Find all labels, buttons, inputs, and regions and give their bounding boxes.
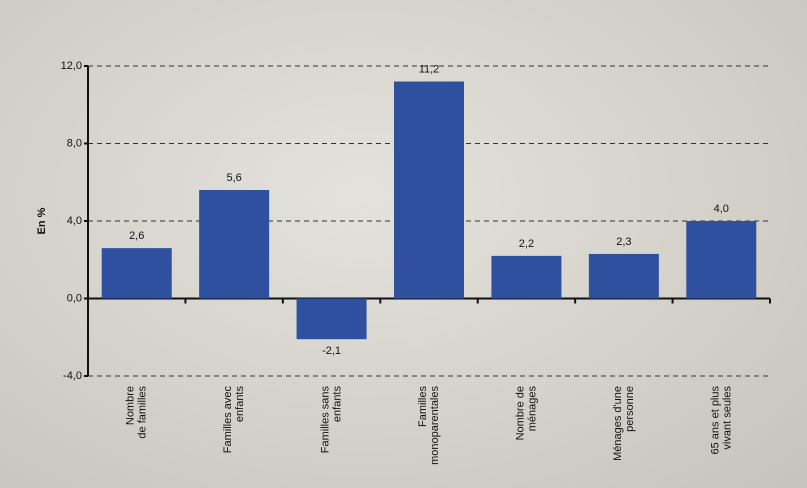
bar <box>394 81 464 299</box>
x-tick-label: Nombre deménages <box>514 386 538 441</box>
y-tick-label: 4,0 <box>67 215 82 227</box>
x-tick-label: Ménages d'unepersonne <box>612 386 636 461</box>
bar <box>588 253 659 299</box>
value-label: 4,0 <box>714 203 729 215</box>
value-label: 2,3 <box>616 236 631 248</box>
value-label: 2,6 <box>129 230 144 242</box>
x-tick-label: Nombrede familles <box>125 386 149 439</box>
x-tick-label: Familles avecenfants <box>222 386 246 454</box>
y-tick-label: -4,0 <box>63 370 82 382</box>
value-label: 11,2 <box>419 63 440 75</box>
bar <box>491 255 562 299</box>
y-tick-label: 12,0 <box>61 60 82 72</box>
bar <box>199 190 270 299</box>
x-tick-label: 65 ans et plusvivant seules <box>709 386 733 455</box>
y-tick-label: 8,0 <box>67 137 82 149</box>
bar <box>101 248 172 299</box>
value-label: 5,6 <box>226 172 241 184</box>
value-label: -2,1 <box>322 345 341 357</box>
y-tick-label: 0,0 <box>67 292 82 304</box>
bar <box>686 221 757 299</box>
bar <box>296 298 367 340</box>
y-axis-label: En % <box>36 207 48 234</box>
x-tick-label: Famillesmonoparentales <box>417 386 441 465</box>
x-tick-label: Familles sansenfants <box>319 386 343 454</box>
value-label: 2,2 <box>519 238 534 250</box>
